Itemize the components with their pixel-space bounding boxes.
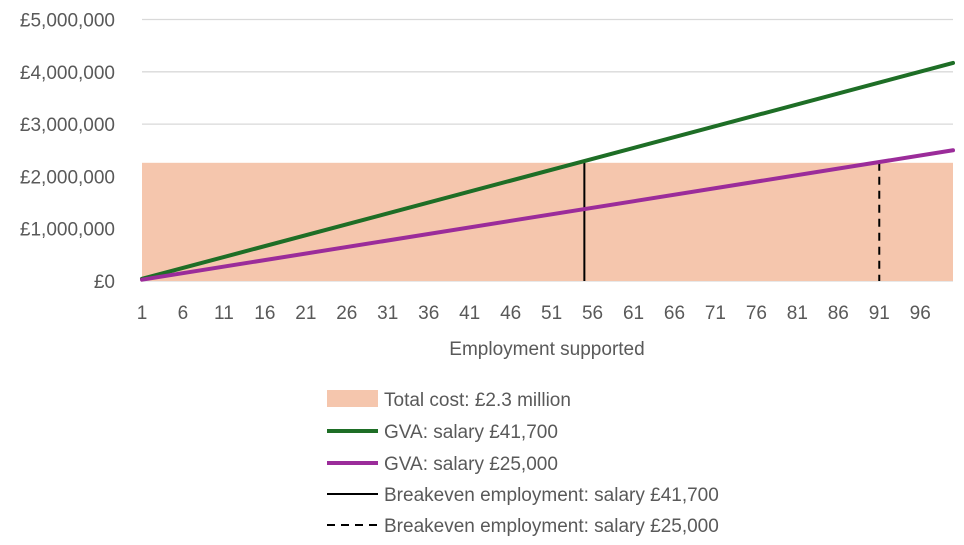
- y-tick-label: £2,000,000: [20, 167, 115, 188]
- x-tick-label: 51: [541, 303, 562, 324]
- x-tick-label: 46: [500, 303, 521, 324]
- legend-label-breakeven-low: Breakeven employment: salary £25,000: [384, 516, 719, 537]
- x-tick-label: 16: [254, 303, 275, 324]
- x-tick-label: 56: [582, 303, 603, 324]
- y-tick-label: £4,000,000: [20, 63, 115, 84]
- x-tick-label: 61: [623, 303, 644, 324]
- x-tick-label: 66: [664, 303, 685, 324]
- x-tick-label: 86: [828, 303, 849, 324]
- x-tick-label: 96: [910, 303, 931, 324]
- x-tick-label: 26: [336, 303, 357, 324]
- y-tick-label: £3,000,000: [20, 115, 115, 136]
- x-tick-label: 1: [137, 303, 148, 324]
- x-tick-label: 36: [418, 303, 439, 324]
- y-tick-label: £0: [94, 272, 115, 293]
- legend: Total cost: £2.3 million GVA: salary £41…: [327, 390, 719, 537]
- x-tick-label: 81: [787, 303, 808, 324]
- x-tick-label: 91: [869, 303, 890, 324]
- series-line-1: [140, 148, 955, 282]
- x-tick-label: 76: [746, 303, 767, 324]
- legend-label-breakeven-high: Breakeven employment: salary £41,700: [384, 485, 719, 506]
- x-tick-label: 71: [705, 303, 726, 324]
- total-cost-area: [142, 162, 953, 281]
- legend-label-gva-low: GVA: salary £25,000: [384, 454, 558, 475]
- x-tick-label: 21: [295, 303, 316, 324]
- x-tick-label: 31: [377, 303, 398, 324]
- x-tick-label: 6: [178, 303, 189, 324]
- x-tick-label: 11: [214, 303, 234, 324]
- legend-swatch-total-cost: [327, 390, 378, 407]
- series-line-0: [140, 60, 955, 281]
- legend-label-total-cost: Total cost: £2.3 million: [384, 390, 571, 411]
- legend-label-gva-high: GVA: salary £41,700: [384, 422, 558, 443]
- x-axis-title: Employment supported: [449, 339, 644, 360]
- y-tick-label: £1,000,000: [20, 220, 115, 241]
- x-tick-label: 41: [459, 303, 480, 324]
- y-tick-label: £5,000,000: [20, 11, 115, 32]
